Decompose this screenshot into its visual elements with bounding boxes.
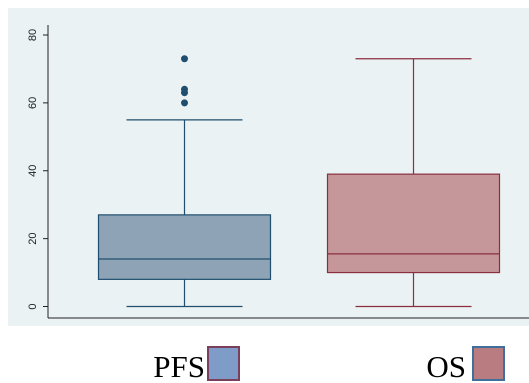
y-tick-label-60: 60 <box>27 97 39 109</box>
outlier-point <box>181 85 188 93</box>
iqr-box <box>326 173 501 274</box>
legend-label: OS <box>426 349 466 383</box>
legend-item-os: OS <box>426 346 505 383</box>
legend-swatch <box>207 346 240 381</box>
iqr-box <box>97 214 272 280</box>
legend-swatch <box>472 346 505 381</box>
y-tick-label-40: 40 <box>27 165 39 177</box>
outlier-point <box>181 99 188 107</box>
outlier-point <box>181 55 188 63</box>
y-tick-label-20: 20 <box>27 233 39 245</box>
legend-item-pfs: PFS <box>153 346 240 383</box>
box-os <box>326 58 501 308</box>
y-tick-label-80: 80 <box>27 29 39 41</box>
legend-label: PFS <box>153 349 205 383</box>
box-pfs <box>97 55 272 308</box>
y-tick-label-0: 0 <box>27 303 39 309</box>
